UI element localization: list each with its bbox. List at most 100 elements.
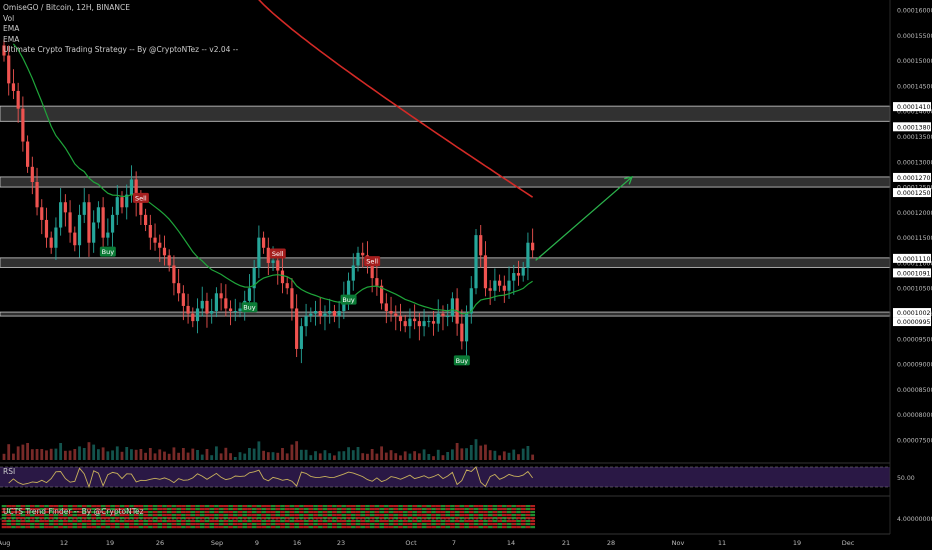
volume-bar-86 bbox=[408, 453, 412, 460]
trend-cell-0-59 bbox=[280, 505, 285, 508]
candle-99 bbox=[469, 276, 473, 324]
trend-cell-2-60 bbox=[284, 511, 290, 514]
trend-cell-7-77 bbox=[365, 526, 370, 529]
trend-cell-1-73 bbox=[346, 508, 351, 511]
candle-102 bbox=[483, 241, 488, 297]
trend-cell-2-25 bbox=[119, 511, 125, 514]
trend-cell-5-12 bbox=[58, 520, 64, 523]
trend-cell-4-69 bbox=[327, 517, 333, 520]
strategy-indicator-label[interactable]: Ultimate Crypto Trading Strategy -- By @… bbox=[3, 45, 239, 54]
trend-cell-7-62 bbox=[294, 526, 300, 529]
trend-cell-7-90 bbox=[426, 526, 432, 529]
trend-cell-5-97 bbox=[459, 520, 465, 523]
candle-94 bbox=[446, 303, 450, 327]
trend-cell-5-55 bbox=[261, 520, 266, 523]
trend-cell-4-50 bbox=[237, 517, 243, 520]
trend-cell-4-89 bbox=[421, 517, 427, 520]
candle-body bbox=[375, 278, 379, 286]
candle-body bbox=[309, 313, 313, 317]
candle-body bbox=[285, 283, 289, 289]
ema-indicator-label-2[interactable]: EMA bbox=[3, 34, 20, 44]
candle-63 bbox=[299, 318, 303, 364]
candle-body bbox=[82, 202, 86, 215]
trend-cell-4-98 bbox=[464, 517, 469, 520]
candle-body bbox=[531, 242, 535, 251]
trend-cell-3-44 bbox=[209, 514, 215, 517]
time-label-6: 16 bbox=[293, 539, 301, 547]
ema-indicator-label[interactable]: EMA bbox=[3, 24, 20, 33]
candle-body bbox=[144, 214, 148, 225]
trend-cell-2-14 bbox=[67, 511, 73, 514]
trend-cell-6-38 bbox=[181, 523, 186, 526]
candle-body bbox=[483, 255, 488, 289]
trend-cell-3-37 bbox=[176, 514, 182, 517]
candle-body bbox=[181, 293, 185, 306]
trend-cell-4-11 bbox=[53, 517, 59, 520]
trend-cell-5-44 bbox=[209, 520, 215, 523]
trend-cell-0-34 bbox=[162, 505, 167, 508]
price-tick-4: 0.00014000 bbox=[897, 109, 932, 116]
trend-cell-5-38 bbox=[181, 520, 186, 523]
trend-cell-3-6 bbox=[30, 514, 35, 517]
trend-cell-5-70 bbox=[332, 520, 337, 523]
trend-cell-2-53 bbox=[251, 511, 257, 514]
trend-cell-4-102 bbox=[483, 517, 488, 520]
candle-45 bbox=[214, 287, 218, 318]
trend-cell-7-96 bbox=[454, 526, 460, 529]
candle-105 bbox=[498, 274, 502, 292]
trend-cell-3-105 bbox=[497, 514, 502, 517]
trend-cell-7-0 bbox=[1, 526, 7, 529]
trend-cell-1-7 bbox=[34, 508, 40, 511]
candle-body bbox=[148, 225, 152, 238]
trend-cell-4-45 bbox=[214, 517, 219, 520]
trend-cell-2-24 bbox=[114, 511, 120, 514]
trend-cell-6-69 bbox=[327, 523, 333, 526]
sell-signal-3: Sell bbox=[269, 248, 286, 259]
trend-cell-4-85 bbox=[402, 517, 408, 520]
trend-cell-3-42 bbox=[199, 514, 205, 517]
trend-cell-7-31 bbox=[148, 526, 153, 529]
trend-cell-2-92 bbox=[435, 511, 441, 514]
buy-signal-6: Buy bbox=[453, 355, 470, 366]
trend-cell-6-7 bbox=[34, 523, 40, 526]
volume-bar-24 bbox=[115, 446, 119, 460]
signal-label: Buy bbox=[243, 304, 256, 312]
trend-cell-6-83 bbox=[393, 523, 399, 526]
vol-indicator-label[interactable]: Vol bbox=[3, 13, 15, 23]
rsi-line bbox=[8, 466, 533, 489]
candle-14 bbox=[68, 200, 72, 243]
volume-bar-55 bbox=[262, 450, 265, 460]
trend-cell-7-6 bbox=[30, 526, 35, 529]
volume-bar-107 bbox=[507, 452, 511, 460]
trend-cell-3-47 bbox=[223, 514, 229, 517]
time-label-13: Nov bbox=[672, 539, 685, 547]
trend-cell-7-13 bbox=[63, 526, 68, 529]
volume-bar-110 bbox=[521, 448, 525, 460]
trend-cell-5-61 bbox=[289, 520, 295, 523]
candle-44 bbox=[210, 298, 214, 324]
candle-50 bbox=[238, 302, 242, 318]
candle-64 bbox=[304, 303, 308, 337]
candle-body bbox=[134, 179, 138, 203]
trend-cell-1-23 bbox=[110, 508, 115, 511]
trend-cell-6-17 bbox=[81, 523, 87, 526]
candle-30 bbox=[144, 208, 148, 232]
trend-finder-label[interactable]: UCTS Trend Finder -- By @CryptoNTez bbox=[3, 507, 144, 516]
candle-body bbox=[380, 285, 384, 304]
trend-cell-0-88 bbox=[417, 505, 422, 508]
candlesticks bbox=[2, 39, 535, 364]
trend-cell-0-106 bbox=[502, 505, 507, 508]
volume-bar-74 bbox=[351, 450, 355, 460]
trend-cell-3-8 bbox=[39, 514, 45, 517]
trend-cell-3-91 bbox=[431, 514, 436, 517]
volume-bar-94 bbox=[446, 452, 450, 460]
rsi-label[interactable]: RSI bbox=[3, 467, 16, 476]
volume-bar-17 bbox=[82, 448, 86, 460]
candle-body bbox=[101, 207, 105, 238]
symbol-title[interactable]: OmiseGO / Bitcoin, 12H, BINANCE bbox=[3, 3, 130, 12]
trend-cell-7-70 bbox=[332, 526, 337, 529]
price-axis: 0.00016000 0.00015500 0.00015000 0.00014500… bbox=[889, 0, 932, 534]
trend-cell-4-97 bbox=[459, 517, 465, 520]
trend-cell-1-100 bbox=[473, 508, 479, 511]
